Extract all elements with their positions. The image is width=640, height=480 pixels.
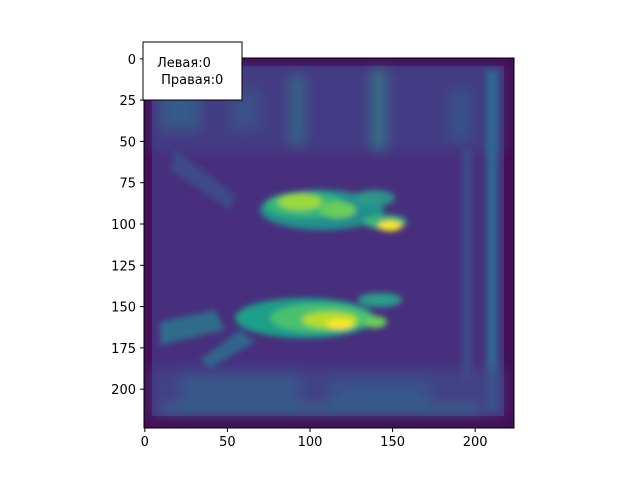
y-tick-label: 175 [111, 342, 136, 357]
lower-arena-texture [152, 368, 504, 416]
y-tick-label: 0 [128, 53, 136, 68]
y-tick-label: 25 [119, 94, 136, 109]
x-axis: 0 50 100 150 200 [141, 428, 488, 450]
x-tick-label: 200 [463, 435, 488, 450]
axes-frame [143, 57, 515, 429]
x-tick-label: 50 [219, 435, 236, 450]
y-tick-label: 150 [111, 301, 136, 316]
upper-paw [170, 150, 407, 231]
x-tick-label: 100 [298, 435, 323, 450]
x-tick-label: 0 [141, 435, 149, 450]
annotation-box-frame [142, 41, 243, 101]
x-tick-label: 150 [380, 435, 405, 450]
annotation-line-right: Правая:0 [157, 73, 223, 88]
y-tick-label: 100 [111, 218, 136, 233]
lower-paw [160, 293, 402, 368]
y-tick-label: 200 [111, 383, 136, 398]
y-tick-label: 50 [119, 135, 136, 150]
y-tick-label: 125 [111, 259, 136, 274]
annotation-box: Левая:0 Правая:0 [142, 41, 243, 101]
y-tick-label: 75 [119, 177, 136, 192]
right-arena-border [462, 70, 498, 410]
plot-area [144, 58, 514, 428]
annotation-line-left: Левая:0 [157, 56, 211, 71]
y-axis: 0 25 50 75 100 125 150 175 200 [111, 53, 144, 398]
